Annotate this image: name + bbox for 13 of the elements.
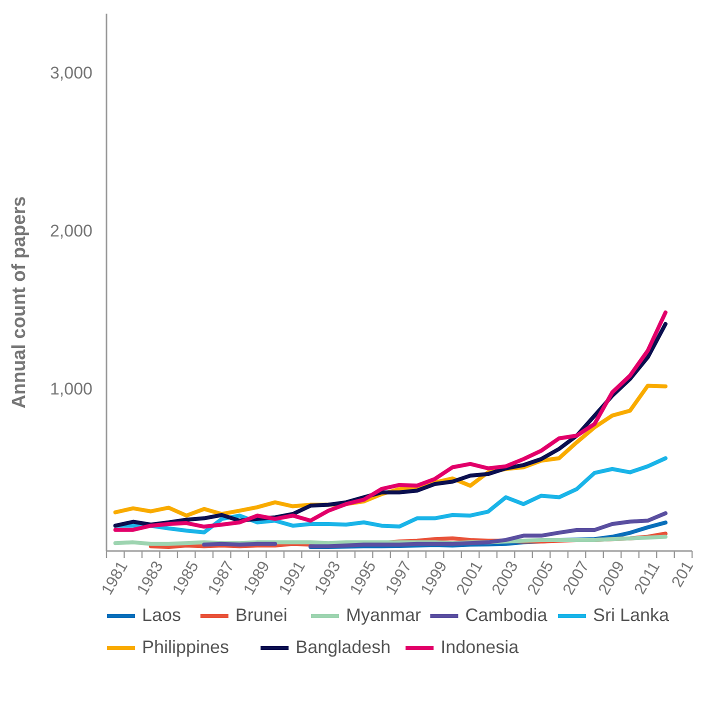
y-tick-label: 1,000 (50, 379, 92, 398)
y-tick-label: 3,000 (50, 63, 92, 82)
x-tick-label: 201 (668, 558, 698, 590)
y-axis-title: Annual count of papers (9, 196, 30, 408)
legend-label: Cambodia (465, 604, 548, 625)
legend-label: Laos (142, 604, 182, 625)
legend-label: Brunei (235, 604, 288, 625)
legend-label: Indonesia (440, 636, 520, 657)
legend-label: Sri Lanka (593, 604, 670, 625)
legend-label: Bangladesh (296, 636, 391, 657)
legend-label: Philippines (142, 636, 230, 657)
y-tick-label: 2,000 (50, 221, 92, 240)
legend-label: Myanmar (346, 604, 422, 625)
